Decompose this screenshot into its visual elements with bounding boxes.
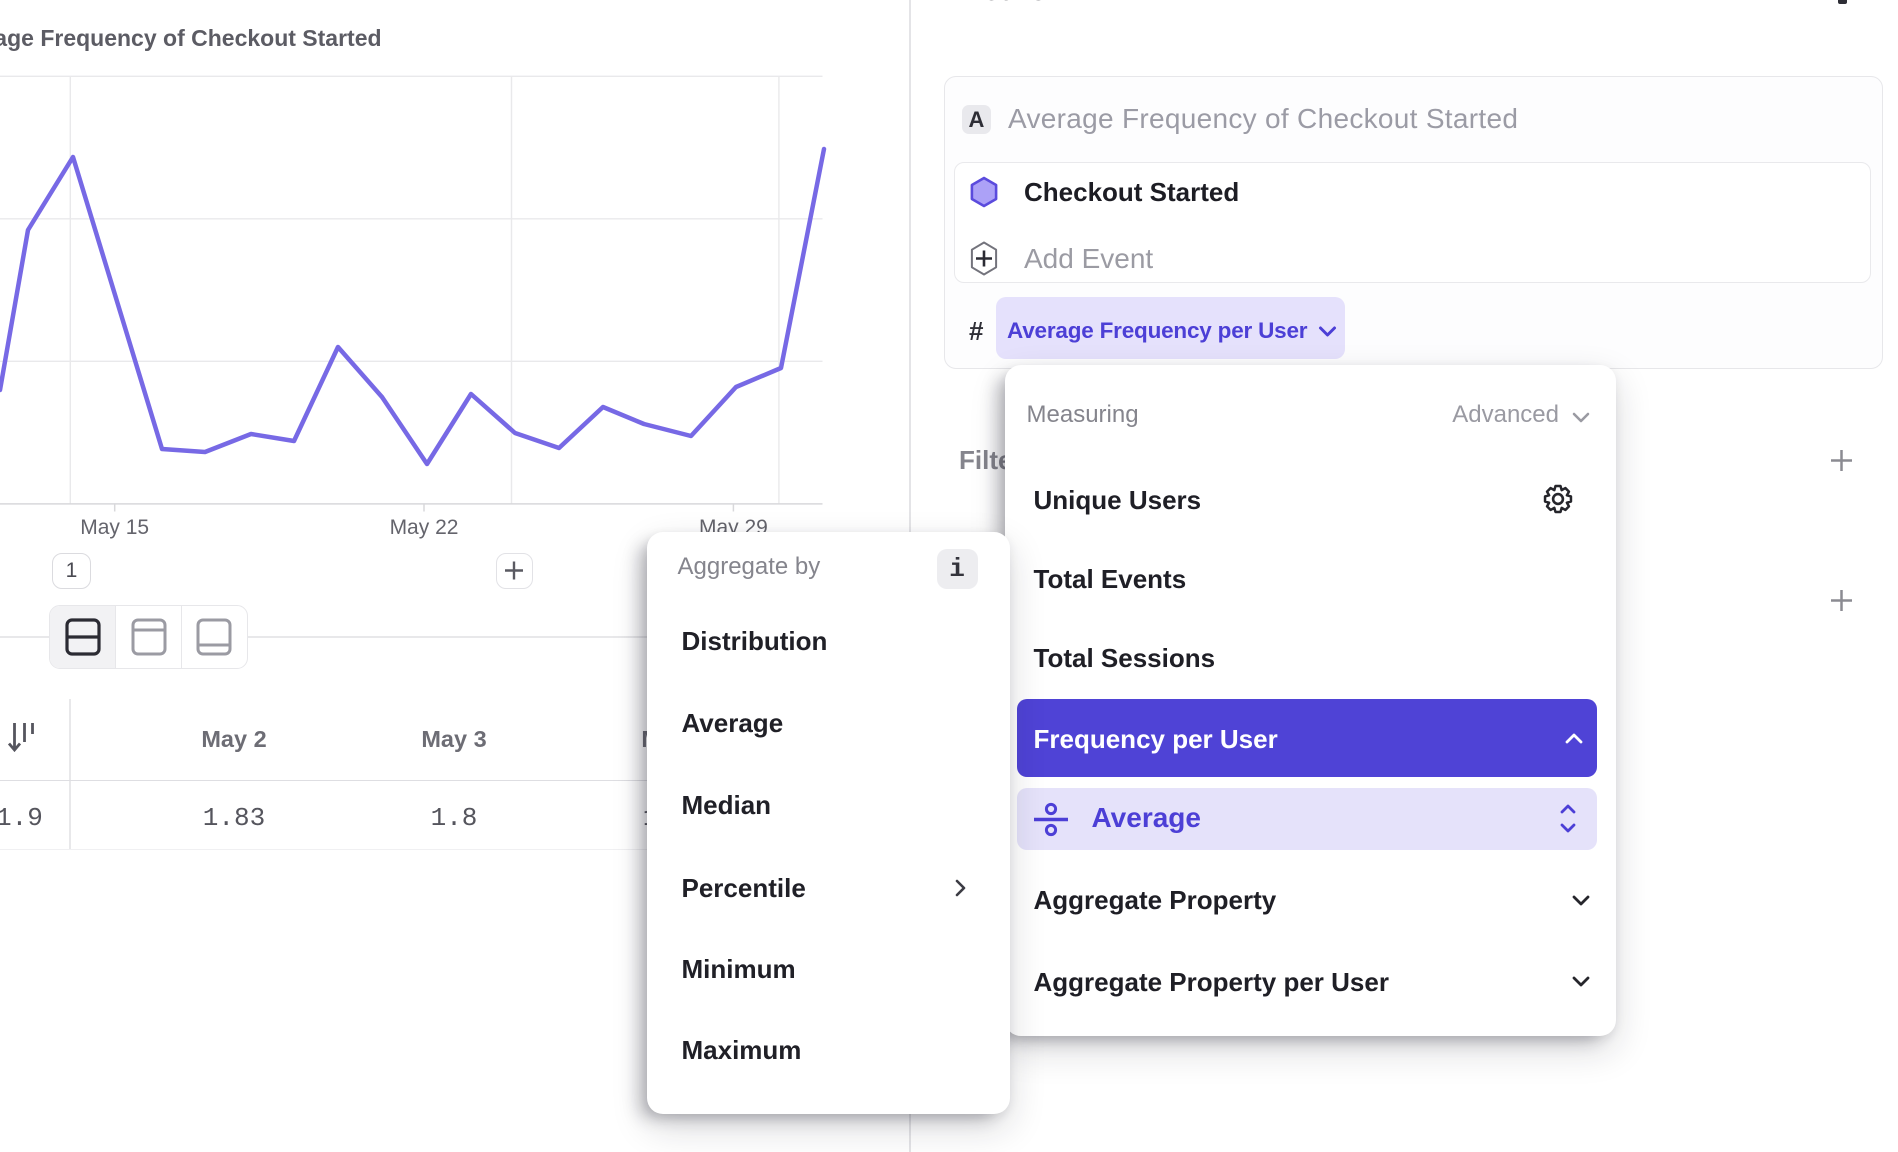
svg-text:May 22: May 22 [390, 516, 459, 539]
svg-text:May 15: May 15 [80, 516, 149, 539]
